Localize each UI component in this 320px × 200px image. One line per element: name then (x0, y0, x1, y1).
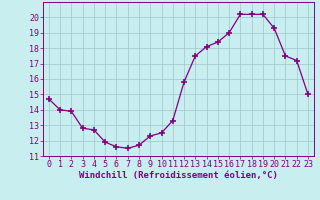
X-axis label: Windchill (Refroidissement éolien,°C): Windchill (Refroidissement éolien,°C) (79, 171, 278, 180)
